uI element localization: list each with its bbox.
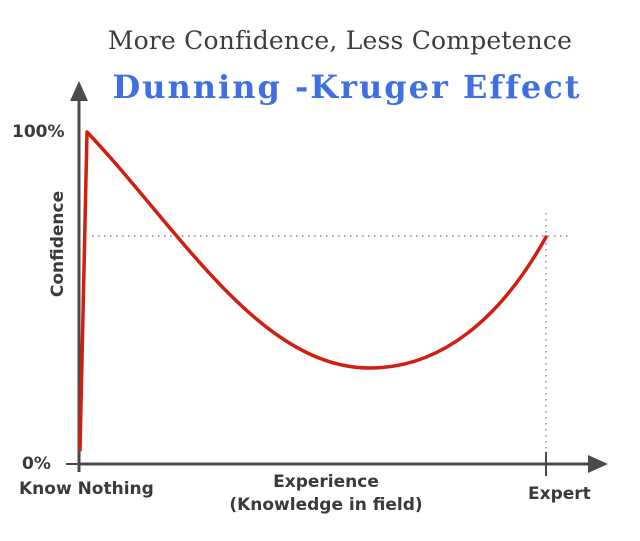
x-start-label: Know Nothing xyxy=(19,479,154,499)
y-axis-label: Confidence xyxy=(48,190,68,298)
y-tick-label-100: 100% xyxy=(12,122,65,142)
y-axis-arrow-icon xyxy=(70,81,88,101)
x-axis-label-line2: (Knowledge in field) xyxy=(229,495,423,515)
chart-subtitle: Dunning -Kruger Effect xyxy=(112,68,582,106)
x-axis-label-line1: Experience xyxy=(273,472,379,492)
y-tick-label-0: 0% xyxy=(22,454,51,474)
x-end-label: Expert xyxy=(528,484,591,504)
x-axis-label: Experience (Knowledge in field) xyxy=(210,471,442,517)
x-axis-arrow-icon xyxy=(588,455,608,473)
chart-title: More Confidence, Less Competence xyxy=(107,26,573,55)
confidence-curve xyxy=(78,130,548,452)
